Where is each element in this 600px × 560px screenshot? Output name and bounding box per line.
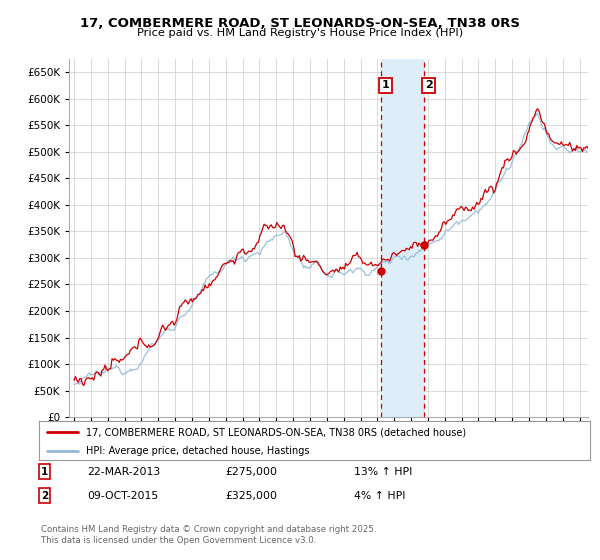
Text: 1: 1 xyxy=(382,80,389,90)
Text: 1: 1 xyxy=(41,466,48,477)
Text: 22-MAR-2013: 22-MAR-2013 xyxy=(87,466,160,477)
Text: £325,000: £325,000 xyxy=(225,491,277,501)
Text: 2: 2 xyxy=(41,491,48,501)
Text: 2: 2 xyxy=(425,80,433,90)
Text: Price paid vs. HM Land Registry's House Price Index (HPI): Price paid vs. HM Land Registry's House … xyxy=(137,28,463,38)
Text: 4% ↑ HPI: 4% ↑ HPI xyxy=(354,491,406,501)
Text: 17, COMBERMERE ROAD, ST LEONARDS-ON-SEA, TN38 0RS: 17, COMBERMERE ROAD, ST LEONARDS-ON-SEA,… xyxy=(80,17,520,30)
Text: £275,000: £275,000 xyxy=(225,466,277,477)
Text: Contains HM Land Registry data © Crown copyright and database right 2025.
This d: Contains HM Land Registry data © Crown c… xyxy=(41,525,376,545)
Text: 17, COMBERMERE ROAD, ST LEONARDS-ON-SEA, TN38 0RS (detached house): 17, COMBERMERE ROAD, ST LEONARDS-ON-SEA,… xyxy=(86,427,466,437)
Text: 09-OCT-2015: 09-OCT-2015 xyxy=(87,491,158,501)
Text: 13% ↑ HPI: 13% ↑ HPI xyxy=(354,466,412,477)
Bar xyxy=(381,59,424,417)
Text: HPI: Average price, detached house, Hastings: HPI: Average price, detached house, Hast… xyxy=(86,446,310,455)
